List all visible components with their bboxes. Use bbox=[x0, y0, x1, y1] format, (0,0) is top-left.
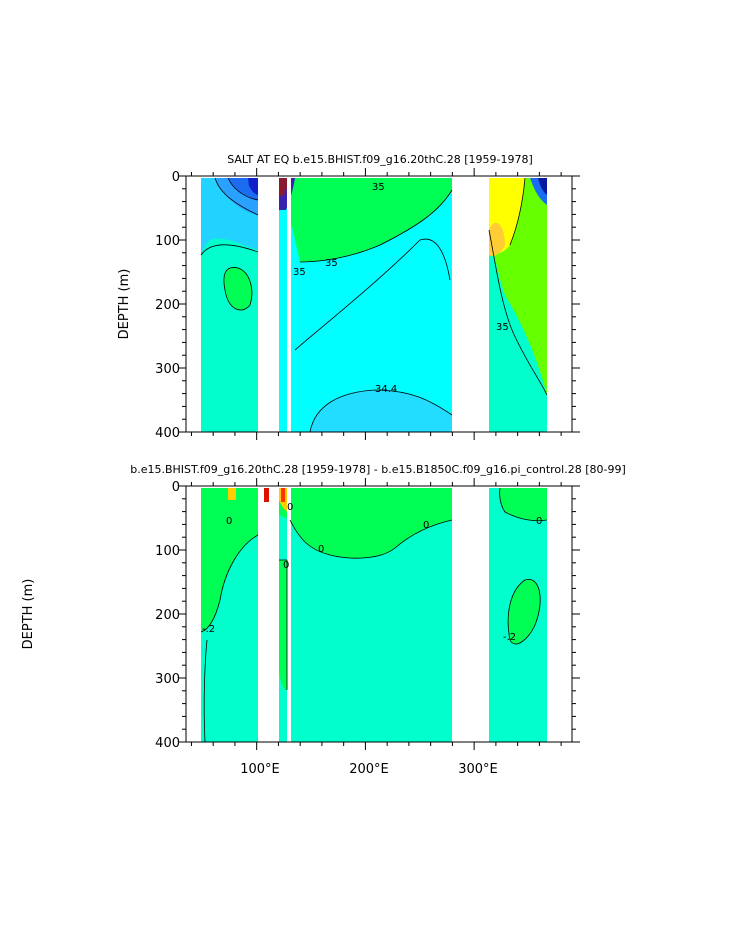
bottom-ytick-label: 400 bbox=[155, 736, 180, 751]
top-ytick-label: 400 bbox=[155, 426, 180, 441]
top-title: SALT AT EQ b.e15.BHIST.f09_g16.20thC.28 … bbox=[227, 153, 533, 166]
bottom-contour bbox=[203, 639, 208, 743]
top-ytick-label: 200 bbox=[155, 298, 180, 313]
bottom-xtick-label: 100°E bbox=[240, 762, 280, 777]
bottom-contour bbox=[499, 487, 548, 522]
bottom-fill-green-atlantic bbox=[499, 488, 547, 521]
top-contour bbox=[227, 177, 259, 201]
top-fill-navy-west bbox=[248, 178, 258, 195]
bottom-tick-marks bbox=[178, 478, 580, 750]
top-ytick-label: 0 bbox=[172, 170, 180, 185]
top-tick-marks bbox=[178, 168, 580, 440]
top-ylabel: DEPTH (m) bbox=[117, 269, 132, 340]
bottom-contour-label: 0 bbox=[287, 502, 293, 513]
bottom-contour-label: 0 bbox=[423, 520, 429, 531]
top-contour bbox=[509, 177, 526, 246]
top-contour-label: 35 bbox=[325, 258, 338, 269]
top-fill-green-pacific bbox=[279, 178, 452, 262]
bottom-ytick-label: 300 bbox=[155, 672, 180, 687]
top-contour bbox=[200, 244, 259, 256]
top-ytick-label: 300 bbox=[155, 362, 180, 377]
top-contour bbox=[294, 238, 451, 351]
top-contour bbox=[309, 389, 453, 433]
bottom-contour-label: 0 bbox=[536, 516, 542, 527]
bottom-contour-label: -.2 bbox=[202, 624, 215, 635]
bottom-xtick-label: 200°E bbox=[349, 762, 389, 777]
top-fill-orange-atlantic bbox=[489, 222, 505, 257]
bottom-panel: b.e15.BHIST.f09_g16.20thC.28 [1959-1978]… bbox=[21, 463, 626, 777]
top-contour bbox=[488, 229, 548, 396]
top-contour-label: 35 bbox=[372, 182, 385, 193]
top-contour bbox=[214, 177, 259, 216]
bottom-contour bbox=[507, 579, 541, 645]
bottom-contour-label: -.2 bbox=[503, 632, 516, 643]
bottom-fill-green-atlantic-blob bbox=[508, 579, 541, 645]
top-land-strip bbox=[287, 178, 291, 432]
top-ytick-label: 100 bbox=[155, 234, 180, 249]
bottom-xtick-label: 300°E bbox=[458, 762, 498, 777]
bottom-title: b.e15.BHIST.f09_g16.20thC.28 [1959-1978]… bbox=[130, 463, 626, 476]
top-fill-lowsalt-pacific bbox=[310, 390, 452, 432]
bottom-fill-green-pacific bbox=[279, 488, 452, 559]
bottom-fill-hot-pacific bbox=[281, 488, 285, 502]
top-contour bbox=[223, 267, 253, 311]
top-contour-label: 35 bbox=[496, 322, 509, 333]
bottom-fill-yellow-west bbox=[228, 488, 236, 500]
bottom-ytick-label: 200 bbox=[155, 608, 180, 623]
bottom-land-strip bbox=[287, 488, 291, 742]
top-contour bbox=[299, 189, 453, 263]
bottom-contour-label: 0 bbox=[283, 560, 289, 571]
bottom-ylabel: DEPTH (m) bbox=[21, 579, 36, 650]
top-fill-green-west-blob bbox=[223, 267, 252, 310]
bottom-contour bbox=[200, 534, 259, 633]
bottom-contour-label: 0 bbox=[318, 544, 324, 555]
top-fill-navy-atlantic bbox=[538, 178, 547, 195]
top-fill-dark-red-pacific bbox=[279, 178, 289, 196]
top-contour-label: 34.4 bbox=[375, 384, 397, 395]
bottom-contour bbox=[279, 559, 288, 690]
top-contour-label: 35 bbox=[293, 267, 306, 278]
bottom-fill-red-spike bbox=[264, 488, 269, 502]
bottom-contour bbox=[289, 519, 453, 559]
bottom-fill-green-west bbox=[201, 488, 258, 632]
bottom-ytick-label: 100 bbox=[155, 544, 180, 559]
top-panel: SALT AT EQ b.e15.BHIST.f09_g16.20thC.28 … bbox=[117, 153, 580, 441]
bottom-ytick-label: 0 bbox=[172, 480, 180, 495]
bottom-fill-green-strip bbox=[279, 560, 287, 690]
bottom-contour-label: 0 bbox=[226, 516, 232, 527]
